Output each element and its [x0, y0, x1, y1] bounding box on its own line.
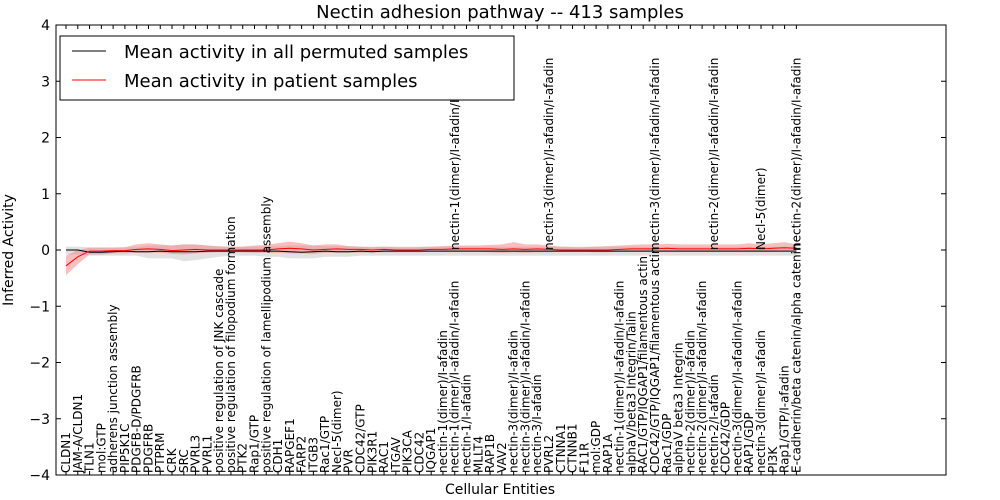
x-tick-label: PIK3R1: [365, 431, 379, 473]
x-upper-label: nectin-3(dimer)/I-afadin/I-afadin: [648, 58, 662, 250]
legend: Mean activity in all permuted samples Me…: [59, 35, 515, 101]
x-tick-label: CDC42/GTP: [354, 404, 368, 473]
x-tick-label: RAP1A: [601, 433, 615, 473]
y-tick-label: −2: [29, 356, 50, 372]
x-tick-label: SRC: [177, 449, 191, 473]
x-tick-label: nectin-3(dimer)/I-afadin: [507, 330, 521, 473]
x-tick-label: nectin-3(dimer)/I-afadin/I-afadin: [518, 281, 532, 473]
x-tick-label: CTNNB1: [566, 423, 580, 473]
x-tick-label: PDGFB-D/PDGFRB: [130, 365, 144, 473]
y-tick-label: −3: [29, 412, 50, 428]
x-tick-label: positive regulation of lamellipodium ass…: [259, 196, 273, 473]
x-tick-label: nectin-2/I-afadin: [707, 374, 721, 473]
x-tick-label: CDC42/GTP/IQGAP1/filamentous actin: [648, 247, 662, 473]
x-axis-label: Cellular Entities: [445, 482, 555, 498]
x-tick-label: mol:GTP: [94, 423, 108, 473]
x-tick-label: nectin-2(dimer)/I-afadin/I-afadin: [695, 281, 709, 473]
x-tick-label: CDH1: [271, 439, 285, 473]
x-tick-label: nectin-1(dimer)/I-afadin: [436, 330, 450, 473]
x-tick-label: nectin-1/I-afadin: [460, 374, 474, 473]
x-tick-label: PDGFRB: [141, 424, 155, 473]
x-tick-label: PTPRM: [153, 433, 167, 474]
y-tick-label: 0: [41, 243, 50, 259]
series-line-permuted: [66, 249, 797, 253]
series-line-patient: [65, 247, 797, 267]
x-tick-label: mol:GDP: [589, 421, 603, 473]
x-tick-label: RAC1/GTP/IQGAP1/filamentous actin: [636, 256, 650, 473]
x-tick-label: CLDN1: [59, 432, 73, 473]
x-tick-label: PVRL2: [542, 435, 556, 473]
x-tick-label: TLN1: [83, 442, 97, 474]
x-tick-label: IQGAP1: [424, 428, 438, 473]
x-tick-label: positive regulation of filopodium format…: [224, 216, 238, 473]
y-tick-label: −1: [29, 299, 50, 315]
x-tick-label: RAP1B: [483, 434, 497, 473]
x-tick-label: alphaV/beta3 Integrin/Talin: [624, 311, 638, 473]
legend-label-permuted: Mean activity in all permuted samples: [124, 42, 468, 63]
x-tick-label: Rac1/GDP: [660, 414, 674, 473]
chart-title: Nectin adhesion pathway -- 413 samples: [316, 2, 684, 23]
x-tick-label: CDC42/GDP: [719, 402, 733, 473]
x-tick-label: PTK2: [236, 443, 250, 473]
x-upper-label: nectin-2(dimer)/I-afadin/I-afadin: [707, 58, 721, 250]
x-tick-label: positive regulation of JNK cascade: [212, 269, 226, 473]
x-tick-label: nectin-1(dimer)/I-afadin/I-afadin: [613, 281, 627, 473]
x-tick-label: PIK3CA: [401, 429, 415, 473]
x-upper-label: nectin-3(dimer)/I-afadin/I-afadin: [542, 58, 556, 250]
x-tick-label: PVRL1: [200, 435, 214, 473]
x-upper-label: Necl-5(dimer): [754, 167, 768, 250]
x-tick-label: nectin-3(dimer)/I-afadin: [754, 330, 768, 473]
x-upper-label: nectin-2(dimer)/I-afadin/I-afadin: [790, 58, 804, 250]
x-upper-label: nectin-1(dimer)/I-afadin/I-afadin: [448, 58, 462, 250]
x-tick-label: Necl-5(dimer): [330, 390, 344, 473]
x-tick-label: adherens junction assembly: [106, 304, 120, 473]
legend-box: [59, 35, 515, 101]
x-tick-label: nectin-3(dimer)/I-afadin/I-afadin: [730, 281, 744, 473]
y-tick-label: 4: [41, 18, 50, 34]
x-tick-label: JAM-A/CLDN1: [71, 394, 85, 474]
x-tick-label: PVRL3: [189, 435, 203, 473]
y-tick-label: 1: [41, 187, 50, 203]
y-tick-label: −4: [29, 468, 50, 484]
x-tick-label: CDC42: [412, 432, 426, 473]
x-tick-label: MLLT4: [471, 436, 485, 473]
x-tick-label: Rap1/GTP: [247, 415, 261, 473]
x-tick-label: Rac1/GTP: [318, 416, 332, 473]
y-axis-label: Inferred Activity: [1, 194, 17, 306]
x-tick-label: ITGB3: [306, 437, 320, 473]
x-tick-label: RAP1/GDP: [742, 412, 756, 473]
x-tick-label: PIP5K1C: [118, 423, 132, 473]
y-tick-label: 2: [41, 131, 50, 147]
x-tick-label: E-cadherin/beta catenin/alpha catenin: [789, 243, 803, 473]
x-tick-label: nectin-2(dimer)/I-afadin: [683, 330, 697, 473]
x-tick-label: alphaV beta3 Integrin: [672, 342, 686, 473]
x-tick-label: CTNNA1: [554, 423, 568, 473]
legend-label-patient: Mean activity in patient samples: [124, 71, 418, 92]
x-tick-label: Rap1/GTP/I-afadin: [778, 365, 792, 473]
x-tick-label: nectin-3/I-afadin: [530, 374, 544, 473]
x-tick-label: RAPGEF1: [283, 418, 297, 473]
x-tick-label: ITGAV: [389, 436, 403, 473]
x-tick-label: FARP2: [295, 436, 309, 473]
x-tick-label: CRK: [165, 447, 179, 473]
x-tick-label: VAV2: [495, 442, 509, 473]
x-tick-label: nectin-1(dimer)/I-afadin/I-afadin: [448, 281, 462, 473]
y-tick-label: 3: [41, 74, 50, 90]
x-tick-label: F11R: [577, 442, 591, 473]
x-tick-label: PVR: [342, 449, 356, 473]
x-tick-label: RAC1: [377, 441, 391, 473]
x-tick-label: PI3K: [766, 446, 780, 473]
